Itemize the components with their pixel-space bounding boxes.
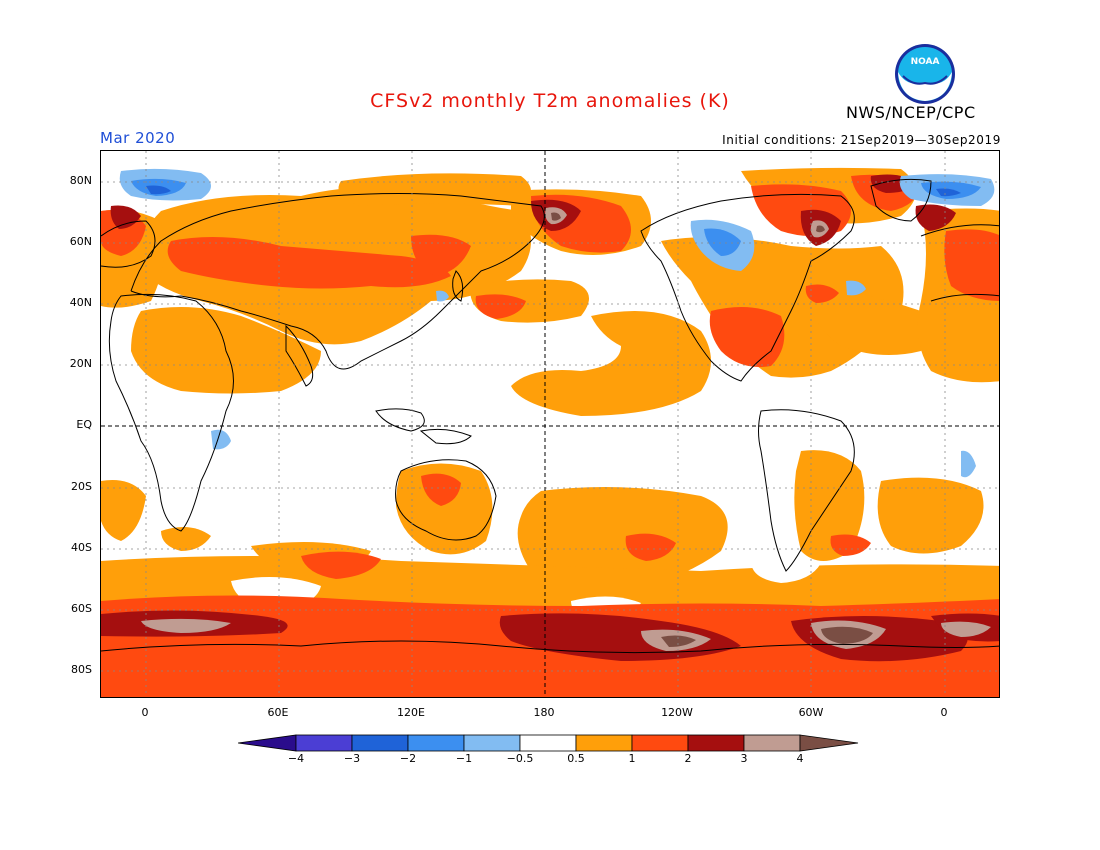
lon-label-120e: 120E xyxy=(397,706,425,719)
coastlines xyxy=(101,178,999,654)
lat-label-eq: EQ xyxy=(76,418,92,431)
noaa-logo: NOAA xyxy=(895,44,955,104)
valid-month-label: Mar 2020 xyxy=(100,129,176,147)
anomaly-map-canvas xyxy=(101,151,999,697)
colorbar-label-neg05: −0.5 xyxy=(506,752,534,765)
colorbar-box xyxy=(519,734,577,752)
color-bar xyxy=(238,734,859,752)
lat-label-20n: 20N xyxy=(69,357,92,370)
colorbar-arrow-low xyxy=(238,734,297,752)
colorbar-box xyxy=(463,734,521,752)
lat-label-20s: 20S xyxy=(71,480,92,493)
lat-label-60n: 60N xyxy=(69,235,92,248)
lat-label-40s: 40S xyxy=(71,541,92,554)
equator-dateline xyxy=(101,151,999,697)
lat-label-40n: 40N xyxy=(69,296,92,309)
colorbar-box xyxy=(295,734,353,752)
colorbar-label-2: 2 xyxy=(684,752,692,765)
colorbar-label-05: 0.5 xyxy=(567,752,585,765)
colorbar-label-neg4: −4 xyxy=(287,752,305,765)
logo-text: NOAA xyxy=(911,57,940,67)
colorbar-box xyxy=(631,734,689,752)
lat-label-80n: 80N xyxy=(69,174,92,187)
lon-label-0: 0 xyxy=(141,706,149,719)
colorbar-label-1: 1 xyxy=(628,752,636,765)
graticule xyxy=(101,151,999,697)
lon-label-180: 180 xyxy=(533,706,555,719)
lon-label-60e: 60E xyxy=(267,706,289,719)
lon-label-0-east: 0 xyxy=(940,706,948,719)
initial-conditions-label: Initial conditions: 21Sep2019—30Sep2019 xyxy=(722,133,1001,147)
anomaly-map xyxy=(100,150,1000,698)
lat-label-60s: 60S xyxy=(71,602,92,615)
colorbar-box xyxy=(407,734,465,752)
colorbar-box xyxy=(687,734,745,752)
anomaly-fill-very-hot xyxy=(551,212,873,647)
lat-label-80s: 80S xyxy=(71,663,92,676)
agency-label: NWS/NCEP/CPC xyxy=(846,103,976,122)
map-title: CFSv2 monthly T2m anomalies (K) xyxy=(370,90,730,112)
colorbar-label-neg2: −2 xyxy=(399,752,417,765)
colorbar-box xyxy=(575,734,633,752)
colorbar-label-3: 3 xyxy=(740,752,748,765)
colorbar-label-neg1: −1 xyxy=(455,752,473,765)
colorbar-label-4: 4 xyxy=(796,752,804,765)
colorbar-label-neg3: −3 xyxy=(343,752,361,765)
colorbar-box xyxy=(743,734,801,752)
anomaly-fill-cold-strong xyxy=(146,185,961,197)
lon-label-120w: 120W xyxy=(661,706,693,719)
colorbar-arrow-high xyxy=(799,734,859,752)
colorbar-box xyxy=(351,734,409,752)
lon-label-60w: 60W xyxy=(798,706,824,719)
